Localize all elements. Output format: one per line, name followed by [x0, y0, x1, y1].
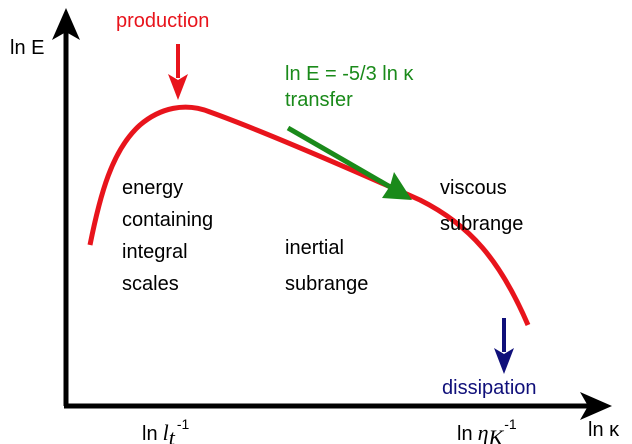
region-text: inertial: [285, 237, 344, 259]
spectrum-curve: [87, 104, 531, 326]
y-axis-label: ln E: [10, 37, 44, 59]
law-label: ln E = -5/3 ln κ: [285, 63, 414, 85]
tick-subscript: K: [488, 425, 505, 444]
tick-superscript: -1: [177, 416, 190, 432]
transfer-label: transfer: [285, 89, 353, 111]
region-text: scales: [122, 273, 179, 295]
tick-symbol: η: [478, 420, 489, 444]
region-text: subrange: [440, 213, 523, 235]
dissipation-label: dissipation: [442, 377, 537, 399]
production-arrowhead: [168, 74, 188, 100]
tick-label: ln lt-1: [142, 416, 189, 444]
region-text: energy: [122, 177, 183, 199]
tick-superscript: -1: [504, 416, 517, 432]
region-text: viscous: [440, 177, 507, 199]
y-axis-arrow: [52, 8, 80, 40]
x-axis-arrow: [580, 392, 612, 420]
tick-label: ln ηK-1: [457, 416, 517, 444]
tick-prefix: ln: [457, 423, 473, 444]
region-text: subrange: [285, 273, 368, 295]
production-label: production: [116, 10, 209, 32]
region-text: containing: [122, 209, 213, 231]
transfer-arrow: [286, 125, 394, 191]
region-text: integral: [122, 241, 188, 263]
tick-prefix: ln: [142, 423, 158, 444]
tick-symbol: l: [163, 420, 169, 444]
transfer-arrowhead: [382, 172, 412, 200]
x-axis-label: ln κ: [588, 419, 620, 441]
dissipation-arrowhead: [494, 348, 514, 374]
tick-subscript: t: [169, 425, 176, 444]
